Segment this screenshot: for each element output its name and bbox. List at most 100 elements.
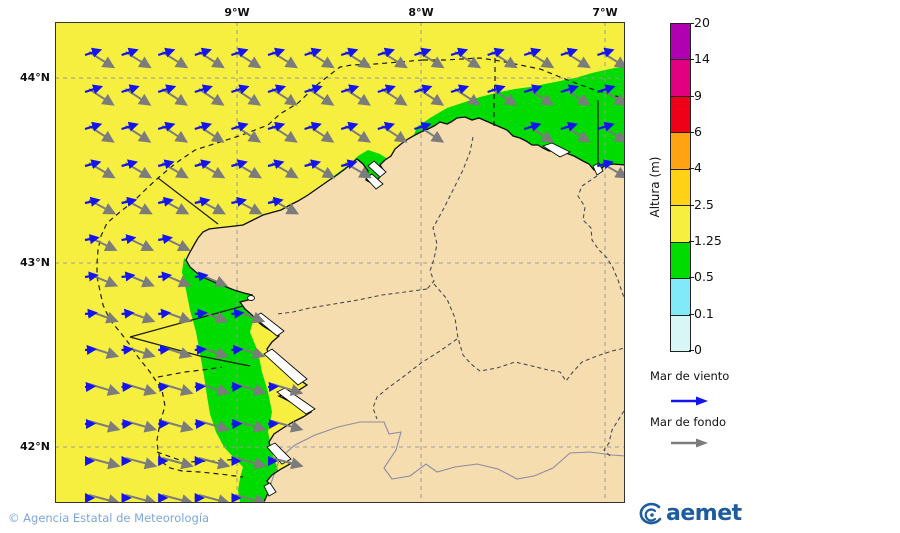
wind-sea-arrow [304,159,322,170]
wave-arrows-layer [84,47,625,503]
wind-sea-arrow [231,196,248,207]
ria-inlet [367,160,387,178]
river-line [269,421,625,487]
wind-sea-arrow [340,84,360,95]
swell-legend-label: Mar de fondo [650,415,727,429]
aemet-logo-icon [639,502,662,525]
wind-sea-arrow [194,159,212,170]
wind-sea-arrow [121,308,135,319]
wind-sea-legend-label: Mar de viento [650,369,730,383]
cape-islet [247,295,255,301]
wind-sea-arrow [523,121,542,132]
wind-sea-arrow [304,84,323,95]
aemet-wordmark: aemet [666,501,742,526]
colorbar-tick [689,168,694,170]
wind-sea-arrow [267,121,286,132]
wind-sea-arrow [194,271,209,282]
wind-sea-arrow [194,308,208,319]
colorbar-segment [671,132,690,169]
wind-sea-arrow [84,159,102,170]
wind-sea-arrow [157,84,177,95]
wind-sea-arrow [158,344,171,355]
wind-sea-arrow [121,121,139,132]
wind-sea-arrow [157,121,176,132]
wind-sea-arrow [450,47,469,58]
wind-sea-arrow [157,159,175,170]
wind-sea-arrow [560,47,578,58]
colorbar-tick-label: 1.25 [694,233,722,248]
wind-sea-arrow [487,84,506,95]
colorbar-tick-label: 0.1 [694,305,714,321]
colorbar-tick [689,23,694,24]
ria-inlet [263,482,277,497]
coastal-waters-boundary [157,366,223,378]
wind-sea-arrow [267,196,284,207]
wind-sea-arrow [121,196,138,207]
wind-sea-arrow [121,271,136,282]
province-border [433,283,625,382]
province-border [603,410,625,457]
wind-sea-arrow [597,47,615,58]
wind-sea-arrow [523,47,542,58]
wind-sea-arrow [231,159,248,170]
wind-sea-arrow [157,47,176,58]
coastal-waters-boundary [96,59,424,478]
colorbar-segment [671,278,690,315]
colorbar-tick-label: 6 [694,124,702,139]
wind-sea-arrow [377,121,396,132]
colorbar-segment [671,168,690,206]
swell-arrow-icon [671,438,708,448]
wind-sea-arrow [340,121,359,132]
coastal-band-west [182,258,278,502]
colorbar-tick [689,204,694,206]
wind-sea-arrow [84,196,101,207]
wind-sea-arrow [121,47,139,58]
colorbar-segment [671,95,690,133]
colorbar-segment [671,205,690,242]
y-tick-43n: 43°N [19,256,50,269]
colorbar-tick-label: 2.5 [694,196,714,212]
wind-sea-arrow [194,344,207,355]
wind-sea-arrow [121,234,137,245]
wind-sea-arrow [377,47,395,58]
wind-sea-arrow [84,47,103,58]
wind-sea-arrow [157,196,174,207]
wind-sea-arrow [340,47,359,58]
coastal-waters-boundary [423,57,625,100]
zone-divider-line [129,336,251,367]
wind-sea-arrow [84,84,104,95]
wind-sea-arrow [597,159,614,170]
colorbar-segment [671,24,690,60]
wind-sea-arrow [84,234,100,245]
wind-sea-arrow [231,84,250,95]
wind-sea-arrow [487,47,505,58]
wave-height-colorbar [670,23,691,352]
x-tick-9w: 9°W [224,6,250,19]
wind-sea-arrow [231,121,249,132]
province-border [372,338,458,420]
wind-sea-arrow [414,121,432,132]
wind-sea-arrow [450,84,470,95]
map-frame [55,22,625,503]
wind-sea-arrow [84,344,98,355]
x-tick-8w: 8°W [408,6,434,19]
wind-sea-arrow [377,84,396,95]
wind-sea-arrow [158,271,173,282]
wind-sea-arrow [340,159,358,170]
coastal-waters-boundary [493,58,496,127]
colorbar-tick-label: 0 [694,342,702,357]
y-tick-44n: 44°N [19,71,50,84]
colorbar-segment [671,59,690,96]
wind-sea-arrow [231,308,245,319]
colorbar-segment [671,314,690,351]
ria-inlet [263,348,308,386]
wind-sea-arrow [231,344,244,355]
wind-sea-arrow [194,121,213,132]
colorbar-tick [689,277,694,279]
colorbar-tick-label: 0.5 [694,269,714,285]
zone-divider-line [157,177,219,225]
province-border [276,288,428,315]
wind-sea-arrow [304,121,322,132]
wind-sea-arrow [84,271,99,282]
